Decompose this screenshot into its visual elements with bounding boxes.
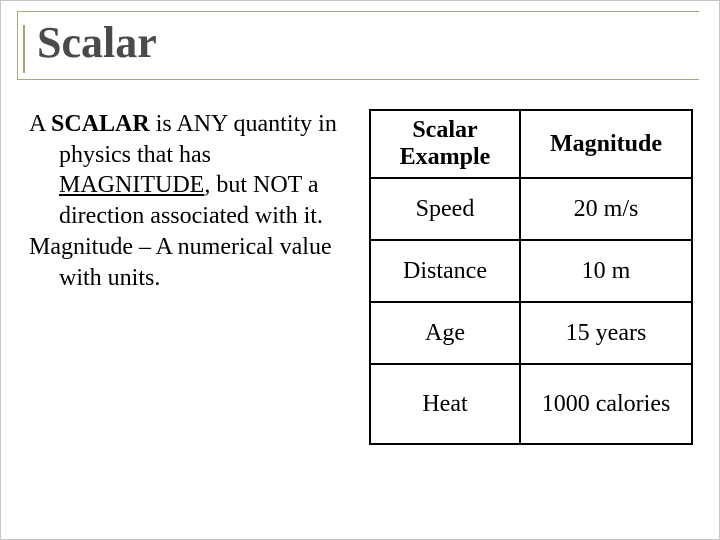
paragraph-magnitude-def: Magnitude – A numerical value with units… [29,232,349,293]
title-container: Scalar [29,15,699,75]
table-cell: 10 m [520,240,692,302]
table-header-cell: Magnitude [520,110,692,178]
table-row: Distance 10 m [370,240,692,302]
title-border-left [17,11,18,79]
body-text: A SCALAR is ANY quantity in physics that… [29,109,349,293]
content-area: A SCALAR is ANY quantity in physics that… [29,103,699,445]
table-cell: 1000 calories [520,364,692,444]
table-row: Heat 1000 calories [370,364,692,444]
title-border-top [17,11,699,12]
title-accent-bar [23,25,25,73]
slide-title: Scalar [37,17,157,68]
table-cell: 15 years [520,302,692,364]
table-cell: Heat [370,364,520,444]
table-row: Age 15 years [370,302,692,364]
slide: Scalar A SCALAR is ANY quantity in physi… [0,0,720,540]
paragraph-scalar-def: A SCALAR is ANY quantity in physics that… [29,109,349,232]
table-cell: Speed [370,178,520,240]
text-run: A [29,111,51,137]
table-header-cell: Scalar Example [370,110,520,178]
table-header-row: Scalar Example Magnitude [370,110,692,178]
text-bold-scalar: SCALAR [51,111,150,137]
text-run: Magnitude – [29,234,156,260]
title-border-bottom [17,79,699,80]
table-cell: Distance [370,240,520,302]
text-underline-magnitude: MAGNITUDE [59,172,204,198]
table-container: Scalar Example Magnitude Speed 20 m/s Di… [369,109,693,445]
table-cell: Age [370,302,520,364]
table-row: Speed 20 m/s [370,178,692,240]
scalar-table: Scalar Example Magnitude Speed 20 m/s Di… [369,109,693,445]
table-cell: 20 m/s [520,178,692,240]
